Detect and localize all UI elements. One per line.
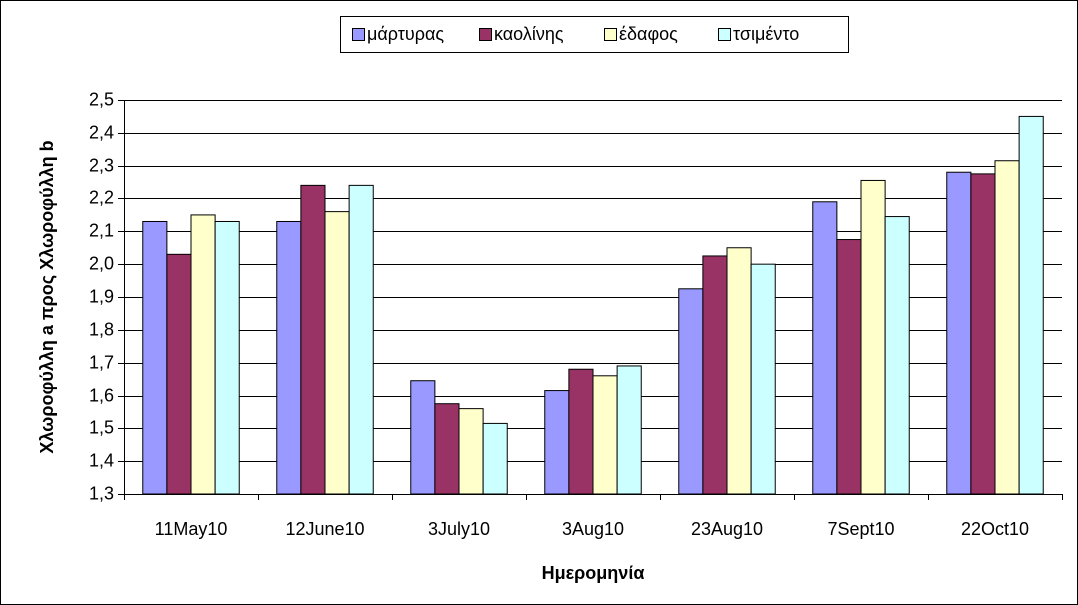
y-tick-label: 2,5	[89, 89, 114, 109]
bar	[434, 403, 460, 495]
bar	[410, 380, 436, 495]
x-tick-label: 3July10	[428, 519, 490, 539]
bar	[166, 253, 192, 495]
legend-label: καολίνης	[494, 24, 564, 44]
bar	[970, 173, 996, 495]
x-tick-label: 22Oct10	[961, 519, 1029, 539]
bar	[324, 211, 350, 495]
y-tick-label: 1,4	[89, 450, 114, 470]
x-tick-label: 7Sept10	[827, 519, 894, 539]
legend-swatch	[352, 28, 365, 41]
y-axis-label: Χλωροφύλλη a προς Χλωροφύλλη b	[37, 140, 57, 453]
bar	[702, 255, 728, 495]
legend-swatch	[604, 28, 617, 41]
bar	[678, 288, 704, 495]
bar	[884, 216, 910, 495]
y-tick-label: 2,2	[89, 187, 114, 207]
bar	[276, 220, 302, 495]
y-tick-label: 2,1	[89, 220, 114, 240]
bar	[190, 214, 216, 495]
legend-label: μάρτυρας	[367, 24, 444, 44]
bar	[482, 422, 508, 495]
x-tick-label: 11May10	[155, 519, 228, 539]
x-tick-label: 12June10	[285, 519, 364, 539]
x-axis-label: Ημερομηνία	[542, 563, 645, 583]
y-tick-label: 2,0	[89, 253, 114, 273]
bar	[860, 179, 886, 495]
y-tick-label: 1,6	[89, 385, 114, 405]
y-tick-label: 1,7	[89, 352, 114, 372]
bar	[142, 220, 168, 495]
x-tick-label: 23Aug10	[691, 519, 763, 539]
y-tick-label: 2,3	[89, 155, 114, 175]
x-tick-label: 3Aug10	[562, 519, 624, 539]
legend-swatch	[479, 28, 492, 41]
y-tick-label: 1,8	[89, 319, 114, 339]
bar	[214, 220, 240, 495]
bar	[836, 239, 862, 495]
bar	[544, 390, 570, 495]
bar	[812, 201, 838, 495]
bar	[592, 375, 618, 495]
bar	[568, 368, 594, 495]
bar	[946, 171, 972, 495]
legend-label: έδαφος	[619, 24, 678, 44]
y-tick-label: 2,4	[89, 122, 114, 142]
y-tick-label: 1,5	[89, 417, 114, 437]
legend-box	[340, 16, 849, 53]
y-tick-label: 1,3	[89, 483, 114, 503]
legend-label: τσιμέντο	[733, 24, 799, 44]
bar	[348, 184, 374, 495]
bar	[726, 247, 752, 495]
bar	[616, 365, 642, 495]
bar	[458, 408, 484, 495]
legend-swatch	[718, 28, 731, 41]
bar	[1018, 115, 1044, 495]
bar	[994, 160, 1020, 495]
bar	[750, 263, 776, 495]
y-tick-label: 1,9	[89, 286, 114, 306]
bar	[300, 184, 326, 495]
